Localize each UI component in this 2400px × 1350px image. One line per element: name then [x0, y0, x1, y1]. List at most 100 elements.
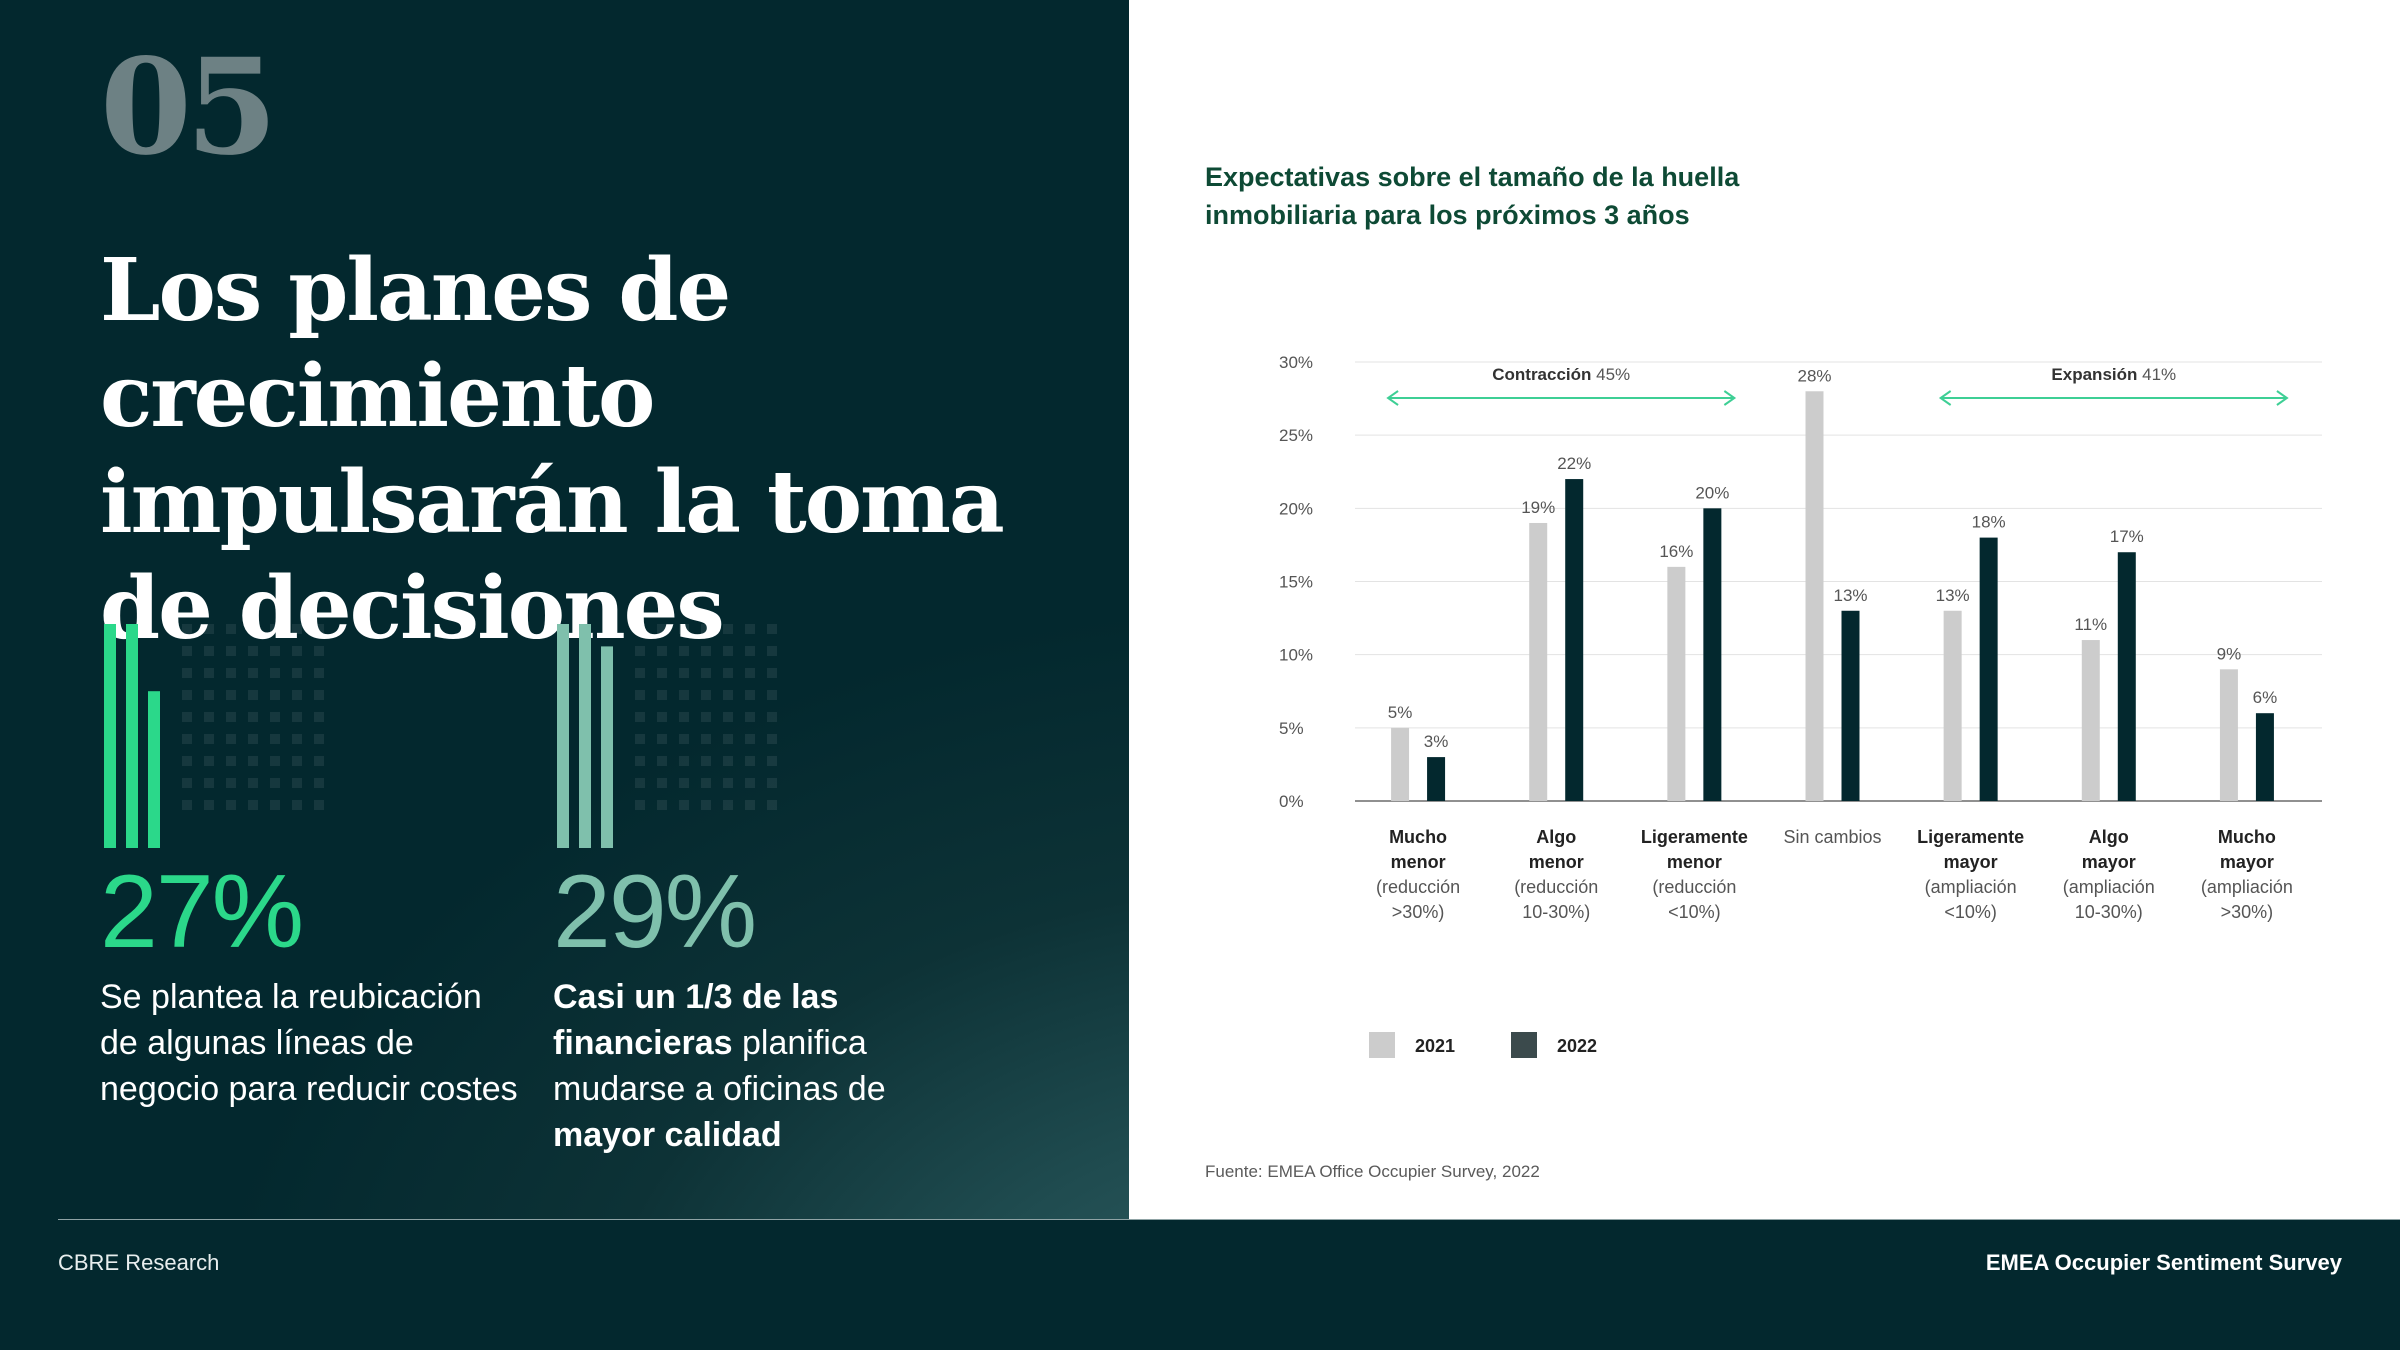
- stat-text-part: Se plantea la reubicación de algunas lín…: [100, 978, 518, 1108]
- bar-2021: [1667, 566, 1686, 801]
- bar-value-label: 13%: [1833, 586, 1867, 605]
- category-sublabel: (ampliación: [1925, 877, 2017, 897]
- bar-value-label: 17%: [2110, 527, 2144, 546]
- bar-value-label: 5%: [1388, 703, 1413, 722]
- legend-label: 2022: [1557, 1036, 1597, 1056]
- stat-description: Se plantea la reubicación de algunas lín…: [100, 974, 520, 1112]
- grid-dot: [701, 778, 711, 788]
- bar-2021: [1943, 610, 1962, 801]
- arrow-head-right: [1723, 390, 1737, 406]
- bar-2021: [2081, 640, 2100, 801]
- stat-value: 27%: [100, 854, 304, 970]
- category-label: Ligeramente: [1641, 827, 1748, 847]
- grid-dot: [723, 624, 733, 634]
- stat-text-part: Casi un 1/3 de las financieras: [553, 978, 839, 1062]
- bar-value-label: 16%: [1659, 542, 1693, 561]
- category-sublabel: (reducción: [1652, 877, 1736, 897]
- grid-dot: [314, 734, 324, 744]
- grid-dot: [204, 756, 214, 766]
- grid-dot: [745, 624, 755, 634]
- bar-value-label: 28%: [1797, 366, 1831, 385]
- grid-dot: [657, 668, 667, 678]
- grid-dot: [270, 778, 280, 788]
- grid-dot: [314, 712, 324, 722]
- grid-dot: [182, 778, 192, 788]
- grid-dot: [657, 712, 667, 722]
- stat-description: Casi un 1/3 de las financieras planifica…: [553, 974, 973, 1158]
- chart-title: Expectativas sobre el tamaño de la huell…: [1205, 162, 1740, 230]
- grid-dot: [657, 690, 667, 700]
- category-label: menor: [1391, 852, 1446, 872]
- grid-dot: [635, 734, 645, 744]
- bar-value-label: 20%: [1695, 483, 1729, 502]
- stat-block-relocation: 27% Se plantea la reubicación de algunas…: [100, 620, 520, 1112]
- bar-2022: [2117, 552, 2136, 801]
- grid-dot: [679, 624, 689, 634]
- stat-bar-graphic: [104, 624, 324, 848]
- grid-dot: [723, 668, 733, 678]
- grid-dot: [182, 712, 192, 722]
- category-sublabel: >30%): [2221, 902, 2274, 922]
- grid-dot: [635, 800, 645, 810]
- grid-dot: [701, 624, 711, 634]
- annotation-value: 41%: [2137, 365, 2176, 384]
- y-tick-label: 0%: [1279, 792, 1304, 811]
- grid-dot: [723, 756, 733, 766]
- bar-value-label: 13%: [1936, 586, 1970, 605]
- bar-2022: [1979, 537, 1998, 801]
- annotation-value: 45%: [1591, 365, 1630, 384]
- grid-dot: [723, 800, 733, 810]
- grid-dot: [226, 734, 236, 744]
- left-panel: 05 Los planes de crecimiento impulsarán …: [0, 0, 1129, 1220]
- chart-panel: [1129, 0, 2400, 1220]
- y-tick-label: 20%: [1279, 499, 1313, 518]
- grid-dot: [745, 712, 755, 722]
- grid-dot: [701, 734, 711, 744]
- grid-dot: [248, 778, 258, 788]
- bar-value-label: 11%: [2074, 615, 2107, 634]
- grid-dot: [767, 778, 777, 788]
- grid-dot: [182, 646, 192, 656]
- grid-dot: [292, 734, 302, 744]
- grid-dot: [292, 646, 302, 656]
- y-tick-label: 10%: [1279, 646, 1313, 665]
- grid-dot: [182, 668, 192, 678]
- bar-value-label: 22%: [1557, 454, 1591, 473]
- category-sublabel: (ampliación: [2063, 877, 2155, 897]
- y-tick-label: 5%: [1279, 719, 1304, 738]
- stat-value: 29%: [553, 854, 757, 970]
- grid-dot: [635, 712, 645, 722]
- grid-dot: [679, 756, 689, 766]
- stat-text-part: planifica mudarse a oficinas de: [553, 1024, 886, 1108]
- grid-dot: [314, 756, 324, 766]
- grid-dot: [204, 712, 214, 722]
- category-label: Mucho: [1389, 827, 1447, 847]
- footer-report-title: EMEA Occupier Sentiment Survey: [1985, 1250, 2342, 1275]
- grid-dot: [248, 668, 258, 678]
- grid-dot: [292, 756, 302, 766]
- category-sublabel: (reducción: [1514, 877, 1598, 897]
- category-label: Algo: [1536, 827, 1576, 847]
- grid-dot: [701, 690, 711, 700]
- bar-2022: [2255, 713, 2274, 801]
- grid-dot: [745, 734, 755, 744]
- category-label: Algo: [2089, 827, 2129, 847]
- grid-dot: [635, 756, 645, 766]
- grid-dot: [314, 800, 324, 810]
- bar-value-label: 9%: [2217, 644, 2242, 663]
- annotation-bold: Contracción: [1492, 365, 1591, 384]
- grid-dot: [204, 778, 214, 788]
- grid-dot: [226, 800, 236, 810]
- category-sublabel: 10-30%): [2075, 902, 2143, 922]
- grid-dot: [767, 800, 777, 810]
- annotation-bold: Expansión: [2051, 365, 2137, 384]
- grid-dot: [204, 800, 214, 810]
- grid-dot: [701, 756, 711, 766]
- grid-dot: [226, 690, 236, 700]
- grid-dot: [745, 646, 755, 656]
- legend-label: 2021: [1415, 1036, 1455, 1056]
- stat-partial-bar: [601, 646, 613, 848]
- bar-2021: [1805, 391, 1824, 801]
- bar-2022: [1703, 508, 1722, 801]
- grid-dot: [292, 712, 302, 722]
